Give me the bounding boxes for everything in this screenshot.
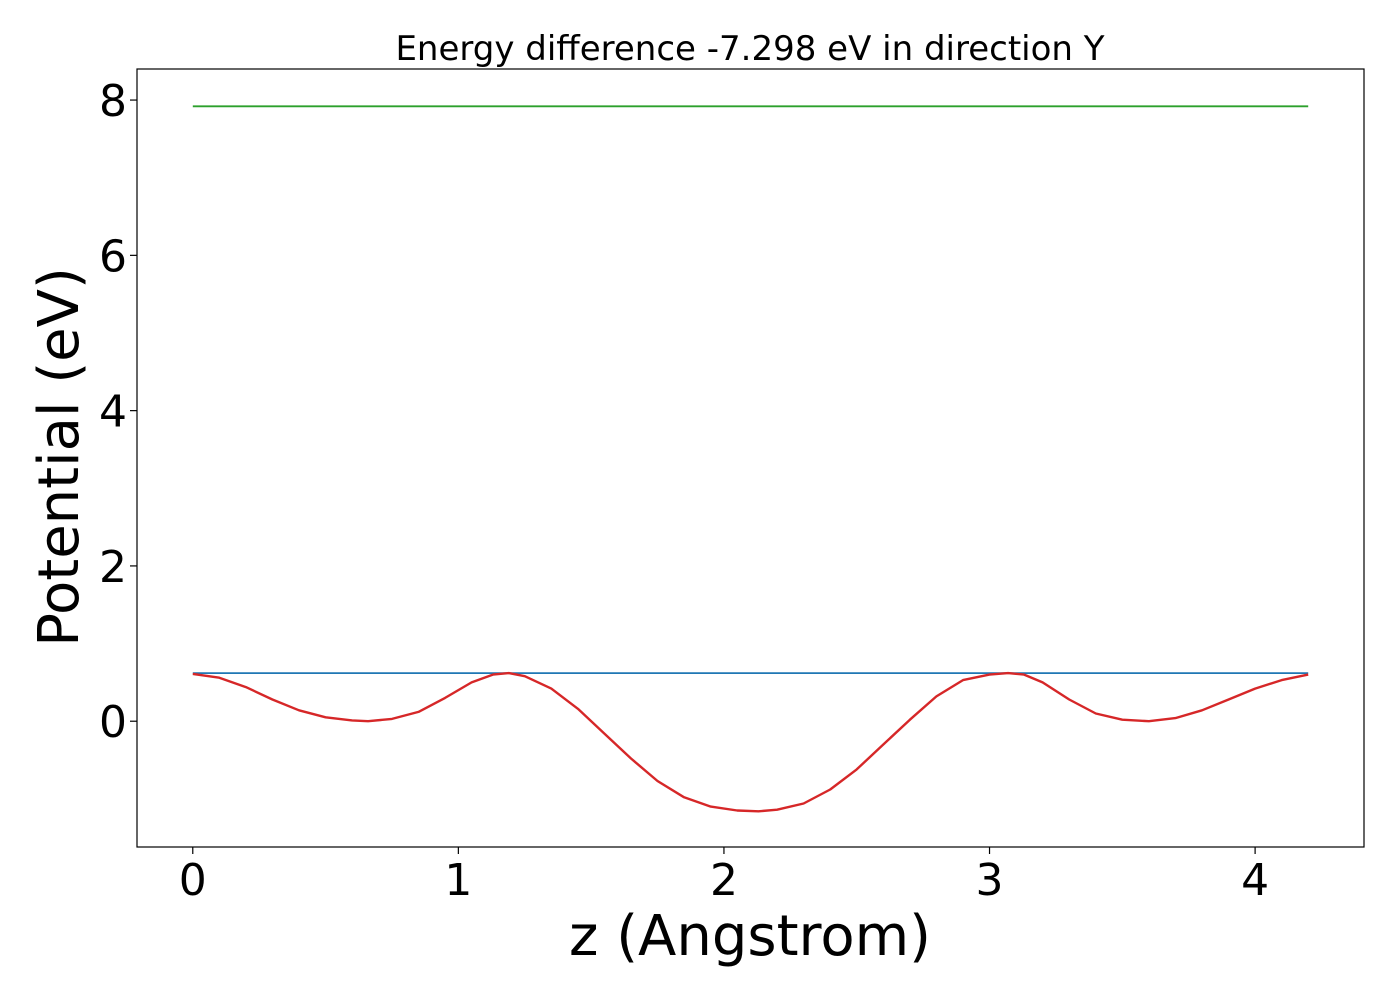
y-tick-label: 4 — [99, 387, 127, 438]
x-tick-label: 3 — [976, 855, 1004, 906]
x-tick-label: 4 — [1241, 855, 1269, 906]
y-tick-label: 2 — [99, 542, 127, 593]
y-tick-label: 8 — [99, 76, 127, 127]
x-tick-label: 2 — [710, 855, 738, 906]
x-tick-label: 0 — [179, 855, 207, 906]
y-tick-label: 6 — [99, 231, 127, 282]
y-axis-label: Potential (eV) — [27, 267, 92, 647]
x-axis-label: z (Angstrom) — [569, 904, 931, 969]
y-tick-label: 0 — [99, 697, 127, 748]
plot-area — [192, 105, 1309, 813]
axes: 0 1 2 3 4 0 2 4 6 8 — [99, 68, 1365, 906]
x-tick-label: 1 — [444, 855, 472, 906]
axes-frame — [136, 68, 1365, 848]
chart-title: Energy difference -7.298 eV in direction… — [395, 29, 1104, 69]
series-line-2 — [192, 671, 1309, 813]
